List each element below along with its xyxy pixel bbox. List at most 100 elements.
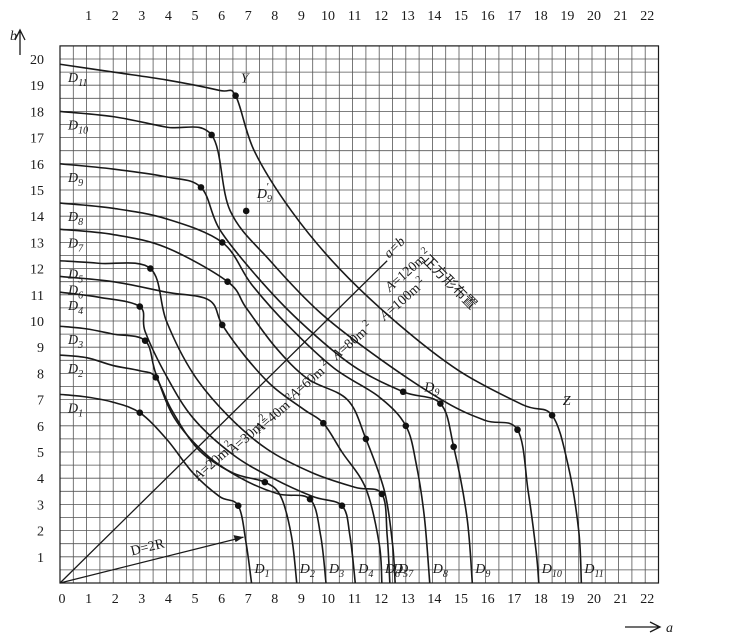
y-tick-label: 15 — [30, 184, 44, 199]
curve-label-subscript: 7 — [408, 569, 414, 580]
x-tick-label: 15 — [454, 592, 468, 607]
x-tick-label: 10 — [321, 592, 335, 607]
curve-marker — [234, 502, 242, 510]
curve-d9 — [59, 163, 474, 584]
x-tick-label: 22 — [640, 592, 654, 607]
curve-marker — [218, 239, 226, 246]
x-tick-label: 18 — [534, 592, 548, 607]
top-tick-label: 17 — [507, 9, 521, 24]
curve-marker — [147, 265, 154, 272]
curve-label-subscript: 8 — [443, 569, 448, 580]
curve-marker — [306, 495, 314, 503]
curve-marker — [378, 490, 386, 498]
top-tick-label: 7 — [245, 9, 252, 24]
curve-label-left: D7 — [67, 236, 84, 254]
radius-label: D=2R — [129, 536, 167, 559]
curve-marker — [399, 388, 407, 396]
x-tick-label: 19 — [560, 592, 574, 607]
top-tick-label: 22 — [640, 9, 654, 24]
grid — [59, 45, 660, 584]
y-tick-label: 6 — [37, 420, 44, 435]
y-tick-label: 1 — [37, 551, 44, 566]
top-tick-label: 5 — [192, 9, 199, 24]
x-tick-label: 20 — [587, 592, 601, 607]
y-axis-label: b — [10, 29, 17, 44]
x-tick-label: 0 — [59, 592, 66, 607]
curve-label-left: D1 — [67, 401, 83, 419]
curve-d8 — [59, 202, 431, 584]
curve-label-subscript: 2 — [310, 569, 315, 580]
x-tick-label: 21 — [614, 592, 628, 607]
curves: D1D1D2D2D3D3D4D4D5D5D6D6D7D7D8D8D9D9D10D… — [59, 63, 604, 584]
curve-label-subscript: 6 — [395, 569, 400, 580]
curve-label-bottom: D11 — [583, 562, 603, 580]
curve-label-left: D8 — [67, 210, 83, 228]
point-label-subscript: 9 — [267, 194, 272, 205]
y-tick-label: 9 — [37, 341, 44, 356]
y-tick-label: 4 — [37, 472, 44, 487]
x-tick-label: 9 — [298, 592, 305, 607]
y-tick-label: 16 — [30, 158, 44, 173]
x-tick-label: 16 — [481, 592, 495, 607]
plot-frame — [59, 45, 660, 584]
point-label: Y — [241, 72, 251, 87]
curve-label-subscript: 1 — [265, 569, 270, 580]
curve-marker — [338, 502, 346, 510]
x-axis-label: a — [666, 621, 673, 636]
curve-marker — [261, 478, 269, 486]
top-tick-label: 16 — [481, 9, 495, 24]
curve-marker — [232, 92, 239, 99]
top-tick-label: 2 — [112, 9, 119, 24]
curve-marker — [402, 422, 410, 430]
y-tick-label: 2 — [37, 525, 44, 540]
curve-label-bottom: D3 — [328, 562, 344, 580]
top-tick-label: 8 — [271, 9, 278, 24]
top-tick-label: 14 — [427, 9, 441, 24]
tick-labels: 0 1 2 3 4 5 6 7 8 9 10 11 12 13 14 15 16 17 18 19 20 21 221 2 3 4… — [30, 9, 654, 607]
curve-marker — [152, 374, 160, 381]
x-tick-label: 1 — [85, 592, 92, 607]
radius-arrowhead — [233, 535, 244, 543]
curve-label-left: D9 — [67, 171, 83, 189]
curve-label-subscript: 10 — [552, 569, 562, 580]
y-tick-label: 8 — [37, 367, 44, 382]
curve-marker — [141, 337, 149, 344]
curve-marker — [548, 412, 556, 419]
curve-label-subscript: 5 — [403, 569, 408, 580]
curve-label-subscript: 5 — [78, 275, 83, 286]
x-tick-label: 6 — [218, 592, 225, 607]
x-tick-label: 14 — [427, 592, 441, 607]
curve-label-subscript: 1 — [78, 408, 83, 419]
curve-label-subscript: 2 — [78, 369, 83, 380]
curve-marker — [136, 409, 144, 417]
curve-label-subscript: 8 — [78, 217, 83, 228]
point-label: Z — [563, 394, 571, 409]
curve-marker — [242, 207, 250, 215]
curve-label-subscript: 9 — [485, 569, 490, 580]
y-tick-label: 10 — [30, 315, 44, 330]
curve-label-subscript: 3 — [338, 569, 344, 580]
curve-marker — [437, 400, 444, 407]
point-label: D9′ — [256, 181, 272, 205]
top-tick-label: 6 — [218, 9, 225, 24]
curve-label-bottom: D9 — [474, 562, 490, 580]
top-tick-label: 3 — [138, 9, 145, 24]
curve-label-subscript: 7 — [78, 243, 84, 254]
radius-arrow — [59, 536, 244, 584]
x-tick-label: 3 — [138, 592, 145, 607]
top-tick-label: 20 — [587, 9, 601, 24]
x-tick-label: 13 — [401, 592, 415, 607]
y-tick-label: 18 — [30, 105, 44, 120]
curve-marker — [197, 184, 205, 191]
curve-label-subscript: 11 — [78, 78, 87, 89]
y-tick-label: 19 — [30, 79, 44, 94]
curve-label-subscript: 6 — [78, 290, 83, 301]
top-tick-label: 19 — [560, 9, 574, 24]
diagonal-line — [59, 260, 388, 584]
point-label: D9 — [423, 381, 439, 399]
curve-label-bottom: D1 — [254, 562, 270, 580]
y-tick-label: 11 — [31, 289, 44, 304]
markers — [136, 92, 556, 510]
curve-label-left: D3 — [67, 333, 83, 351]
